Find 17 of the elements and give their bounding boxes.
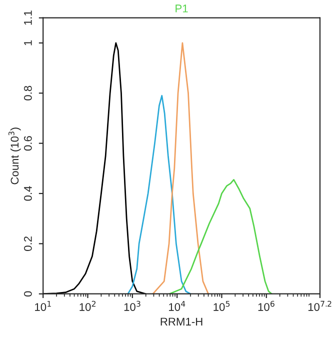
y-tick-label: 0.6 [24,136,32,151]
y-tick-label: 1 [24,40,32,46]
y-tick-label: 0 [24,291,32,297]
y-tick-label: 0.4 [24,186,32,201]
y-tick-label: 1.1 [24,10,32,25]
x-tick-label: 10$^{2}$ [80,300,96,311]
x-tick-label: 10$^{1}$ [35,300,51,311]
x-tick-label: 10$^{4}$ [169,300,186,311]
x-axis-title: RRM1-H [160,318,202,326]
y-axis-title: Count (10$^{3}$) [8,128,21,184]
chart-title: P1 [176,4,188,12]
x-tick-label: 10$^{7.2}$ [308,300,332,311]
x-tick-label: 10$^{3}$ [124,300,140,311]
y-tick-label: 0.8 [24,86,32,100]
y-tick-label: 0.2 [24,236,32,251]
x-tick-label: 10$^{5}$ [214,300,230,311]
x-tick-label: 10$^{6}$ [258,300,274,311]
